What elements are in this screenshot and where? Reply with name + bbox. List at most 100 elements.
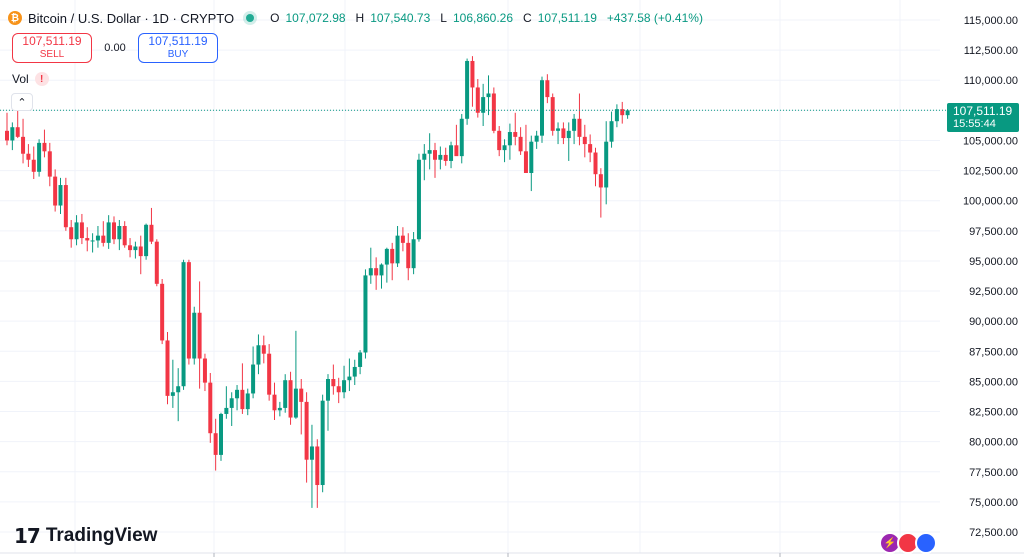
candle-body [37, 142, 42, 172]
candle-body [176, 386, 181, 393]
y-tick-label: 92,500.00 [969, 286, 1018, 298]
candle-body [144, 224, 149, 257]
candle-body [593, 152, 598, 175]
candle-body [31, 159, 36, 172]
candle-body [165, 340, 170, 396]
candle-body [449, 145, 454, 161]
buy-label: BUY [167, 49, 189, 60]
close-value: 107,511.19 [537, 11, 597, 25]
candle-body [390, 248, 395, 264]
candle-body [213, 433, 218, 455]
chart-gridlines [0, 0, 940, 553]
volume-indicator[interactable]: Vol ! [12, 72, 49, 86]
candle-body [202, 358, 207, 383]
candle-body [363, 275, 368, 353]
tradingview-logo[interactable]: 17 TradingView [14, 524, 157, 548]
candle-body [15, 127, 20, 137]
candle-body [309, 446, 314, 460]
candle-body [491, 93, 496, 131]
candle-body [454, 145, 459, 157]
candle-body [336, 386, 341, 393]
candle-body [79, 222, 84, 239]
open-value: 107,072.98 [285, 11, 346, 25]
candle-body [160, 283, 165, 341]
last-price-label: 107,511.19 15:55:44 [947, 103, 1019, 132]
y-tick-label: 115,000.00 [964, 15, 1018, 27]
candle-body [320, 400, 325, 486]
candle-body [283, 380, 288, 408]
y-tick-label: 80,000.00 [969, 437, 1018, 449]
us-flag-icon[interactable] [915, 532, 937, 554]
candle-body [572, 118, 577, 131]
last-price-value: 107,511.19 [953, 103, 1013, 118]
y-tick-label: 82,500.00 [969, 407, 1018, 419]
candle-body [42, 142, 47, 152]
y-tick-label: 85,000.00 [969, 376, 1018, 388]
candle-body [21, 136, 26, 154]
candle-body [518, 136, 523, 152]
candle-body [598, 174, 603, 188]
candle-body [245, 393, 250, 410]
sell-label: SELL [39, 49, 65, 60]
candle-body [170, 392, 175, 396]
candle-body [219, 413, 223, 455]
candle-body [315, 446, 320, 486]
tradingview-logo-text: TradingView [45, 525, 158, 546]
candle-body [326, 379, 330, 401]
candle-body [395, 235, 400, 264]
candle-body [513, 132, 518, 137]
candle-body [502, 145, 507, 151]
candle-body [342, 380, 347, 393]
candle-body [331, 379, 336, 387]
candle-body [614, 109, 619, 122]
candle-body [251, 364, 256, 394]
candle-body [149, 224, 154, 242]
candlestick-series [5, 56, 630, 508]
candle-body [106, 222, 111, 243]
candle-body [368, 268, 373, 276]
candle-body [470, 60, 475, 88]
candle-body [540, 80, 544, 136]
candle-body [620, 109, 625, 116]
sell-button[interactable]: 107,511.19 SELL [12, 33, 92, 63]
candle-body [186, 262, 191, 359]
warning-icon[interactable]: ! [34, 72, 49, 86]
change-value: +437.58 (+0.41%) [606, 11, 703, 25]
volume-label: Vol [12, 72, 29, 86]
candle-body [256, 345, 261, 365]
symbol-title[interactable]: Bitcoin / U.S. Dollar · 1D · CRYPTO [28, 10, 235, 26]
buy-button[interactable]: 107,511.19 BUY [138, 33, 218, 63]
price-axis: 115,000.00112,500.00110,000.00107,500.00… [963, 15, 1018, 539]
candle-body [481, 97, 486, 113]
market-status-icon[interactable] [246, 14, 255, 22]
y-tick-label: 87,500.00 [969, 346, 1018, 358]
candle-body [277, 407, 282, 411]
spread-value: 0.00 [104, 42, 126, 54]
candle-body [475, 87, 480, 113]
candle-body [582, 136, 587, 145]
candle-body [58, 185, 63, 206]
tradingview-logo-icon: 17 [14, 524, 41, 548]
candle-body [561, 128, 566, 139]
y-tick-label: 112,500.00 [964, 45, 1018, 57]
collapse-chevron-up-icon[interactable]: ⌃ [11, 93, 33, 111]
candle-body [416, 159, 421, 240]
candle-body [427, 150, 432, 154]
candle-body [443, 154, 448, 161]
candle-body [133, 246, 138, 251]
candle-body [192, 312, 197, 359]
low-label: L [440, 11, 447, 25]
candle-body [497, 130, 502, 151]
candle-body [128, 245, 133, 251]
candle-body [438, 154, 443, 160]
candle-body [486, 93, 491, 98]
bitcoin-icon: ₿ [8, 11, 22, 25]
y-tick-label: 72,500.00 [969, 527, 1018, 539]
candle-body [240, 389, 245, 410]
candle-body [293, 388, 298, 418]
candle-body [588, 144, 593, 153]
candle-body [267, 353, 272, 395]
close-label: C [523, 11, 532, 25]
